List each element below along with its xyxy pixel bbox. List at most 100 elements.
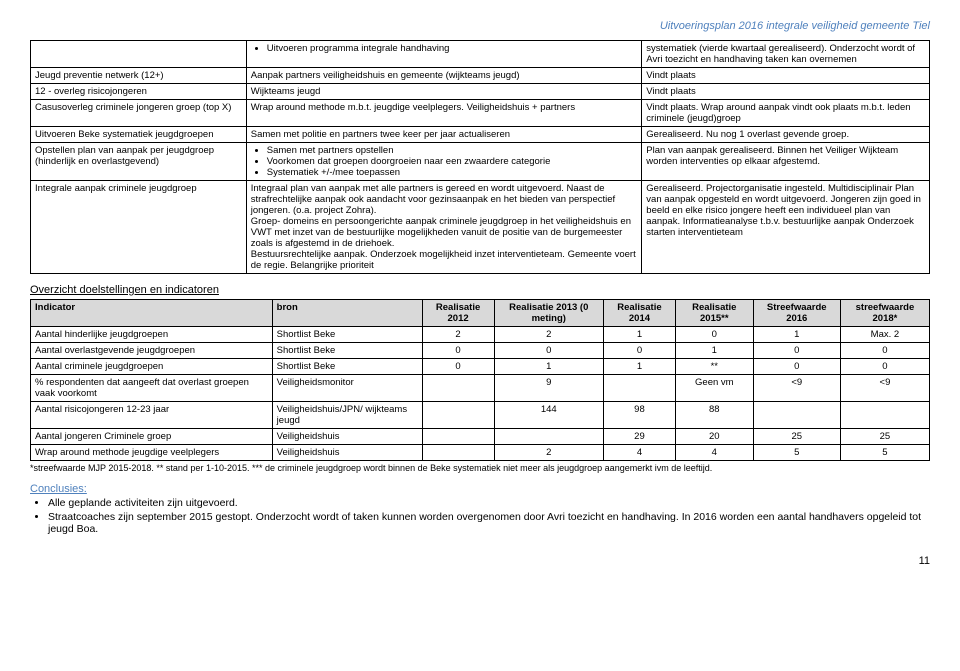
table-cell: Aantal risicojongeren 12-23 jaar — [31, 402, 273, 429]
table-cell: Veiligheidshuis/JPN/ wijkteams jeugd — [272, 402, 422, 429]
table-cell: Geen vm — [675, 375, 753, 402]
table-cell: 0 — [422, 343, 494, 359]
table-cell: Samen met partners opstellenVoorkomen da… — [246, 143, 642, 181]
table-cell: 0 — [604, 343, 676, 359]
table-cell: Casusoverleg criminele jongeren groep (t… — [31, 100, 247, 127]
table-cell: Shortlist Beke — [272, 343, 422, 359]
table-cell: Integrale aanpak criminele jeugdgroep — [31, 181, 247, 274]
table-cell: Max. 2 — [840, 327, 929, 343]
table-row: 12 - overleg risicojongerenWijkteams jeu… — [31, 84, 930, 100]
table-cell — [422, 429, 494, 445]
table-cell: Wrap around methode jeugdige veelplegers — [31, 445, 273, 461]
table-cell: 0 — [753, 343, 840, 359]
table-cell: 0 — [494, 343, 603, 359]
table-cell: 144 — [494, 402, 603, 429]
table-cell: Shortlist Beke — [272, 359, 422, 375]
table-cell: Gerealiseerd. Nu nog 1 overlast gevende … — [642, 127, 930, 143]
table-cell: 1 — [604, 327, 676, 343]
table-cell — [753, 402, 840, 429]
conclusies-title: Conclusies: — [30, 483, 930, 495]
column-header: Indicator — [31, 300, 273, 327]
table-cell: 0 — [753, 359, 840, 375]
table-cell: 0 — [840, 343, 929, 359]
table-cell: Opstellen plan van aanpak per jeugdgroep… — [31, 143, 247, 181]
table-row: Aantal jongeren Criminele groepVeilighei… — [31, 429, 930, 445]
table-cell: 25 — [753, 429, 840, 445]
table-cell: Vindt plaats. Wrap around aanpak vindt o… — [642, 100, 930, 127]
table-cell: 4 — [604, 445, 676, 461]
table-row: Aantal overlastgevende jeugdgroepenShort… — [31, 343, 930, 359]
table-cell: 0 — [675, 327, 753, 343]
table-cell — [422, 445, 494, 461]
document-header: Uitvoeringsplan 2016 integrale veilighei… — [30, 20, 930, 32]
list-item: Alle geplande activiteiten zijn uitgevoe… — [48, 497, 930, 509]
table-row: Aantal hinderlijke jeugdgroepenShortlist… — [31, 327, 930, 343]
table-cell: 12 - overleg risicojongeren — [31, 84, 247, 100]
table-cell: Wijkteams jeugd — [246, 84, 642, 100]
table-cell: Aantal hinderlijke jeugdgroepen — [31, 327, 273, 343]
table-cell: Integraal plan van aanpak met alle partn… — [246, 181, 642, 274]
table-cell: 25 — [840, 429, 929, 445]
table-cell: 0 — [840, 359, 929, 375]
table-cell: systematiek (vierde kwartaal gerealiseer… — [642, 41, 930, 68]
column-header: Realisatie 2015** — [675, 300, 753, 327]
table-row: Integrale aanpak criminele jeugdgroepInt… — [31, 181, 930, 274]
table-row: Jeugd preventie netwerk (12+)Aanpak part… — [31, 68, 930, 84]
table-cell: Uitvoeren Beke systematiek jeugdgroepen — [31, 127, 247, 143]
column-header: bron — [272, 300, 422, 327]
table-cell: Gerealiseerd. Projectorganisatie ingeste… — [642, 181, 930, 274]
table-cell: Shortlist Beke — [272, 327, 422, 343]
column-header: Realisatie 2013 (0 meting) — [494, 300, 603, 327]
table-cell: % respondenten dat aangeeft dat overlast… — [31, 375, 273, 402]
table-cell: Samen met politie en partners twee keer … — [246, 127, 642, 143]
activities-table: Uitvoeren programma integrale handhaving… — [30, 40, 930, 274]
table-cell: 2 — [494, 445, 603, 461]
table-cell: 20 — [675, 429, 753, 445]
table-cell: Veiligheidshuis — [272, 429, 422, 445]
table-cell: 4 — [675, 445, 753, 461]
table-row: Opstellen plan van aanpak per jeugdgroep… — [31, 143, 930, 181]
table-cell — [422, 375, 494, 402]
table-cell: Aantal jongeren Criminele groep — [31, 429, 273, 445]
conclusies-list: Alle geplande activiteiten zijn uitgevoe… — [30, 497, 930, 535]
table-cell: Uitvoeren programma integrale handhaving — [246, 41, 642, 68]
table-cell: Vindt plaats — [642, 68, 930, 84]
table-cell — [31, 41, 247, 68]
table-cell: 2 — [422, 327, 494, 343]
table-cell: Aanpak partners veiligheidshuis en gemee… — [246, 68, 642, 84]
indicators-table: IndicatorbronRealisatie 2012Realisatie 2… — [30, 299, 930, 461]
table-row: Wrap around methode jeugdige veelplegers… — [31, 445, 930, 461]
table-cell: 1 — [753, 327, 840, 343]
table-cell: Veiligheidsmonitor — [272, 375, 422, 402]
table-row: Uitvoeren Beke systematiek jeugdgroepenS… — [31, 127, 930, 143]
table-cell: 1 — [675, 343, 753, 359]
table-cell: Plan van aanpak gerealiseerd. Binnen het… — [642, 143, 930, 181]
table-row: Aantal criminele jeugdgroepenShortlist B… — [31, 359, 930, 375]
table-cell: 0 — [422, 359, 494, 375]
table-cell: 98 — [604, 402, 676, 429]
table-cell: Jeugd preventie netwerk (12+) — [31, 68, 247, 84]
table-row: Aantal risicojongeren 12-23 jaarVeilighe… — [31, 402, 930, 429]
table-cell: 29 — [604, 429, 676, 445]
table-cell — [840, 402, 929, 429]
table-cell — [494, 429, 603, 445]
footnote: *streefwaarde MJP 2015-2018. ** stand pe… — [30, 463, 930, 473]
table-cell: 2 — [494, 327, 603, 343]
table-cell: 88 — [675, 402, 753, 429]
table-row: Casusoverleg criminele jongeren groep (t… — [31, 100, 930, 127]
table-cell: 9 — [494, 375, 603, 402]
column-header: streefwaarde 2018* — [840, 300, 929, 327]
table-cell: Veiligheidshuis — [272, 445, 422, 461]
table-cell: ** — [675, 359, 753, 375]
table-cell: Wrap around methode m.b.t. jeugdige veel… — [246, 100, 642, 127]
table-row: % respondenten dat aangeeft dat overlast… — [31, 375, 930, 402]
list-item: Straatcoaches zijn september 2015 gestop… — [48, 511, 930, 535]
overzicht-title: Overzicht doelstellingen en indicatoren — [30, 284, 930, 296]
table-row: Uitvoeren programma integrale handhaving… — [31, 41, 930, 68]
table-cell — [604, 375, 676, 402]
table-cell — [422, 402, 494, 429]
table-cell: 1 — [494, 359, 603, 375]
table-cell: Vindt plaats — [642, 84, 930, 100]
table-cell: 5 — [753, 445, 840, 461]
table-cell: Aantal overlastgevende jeugdgroepen — [31, 343, 273, 359]
